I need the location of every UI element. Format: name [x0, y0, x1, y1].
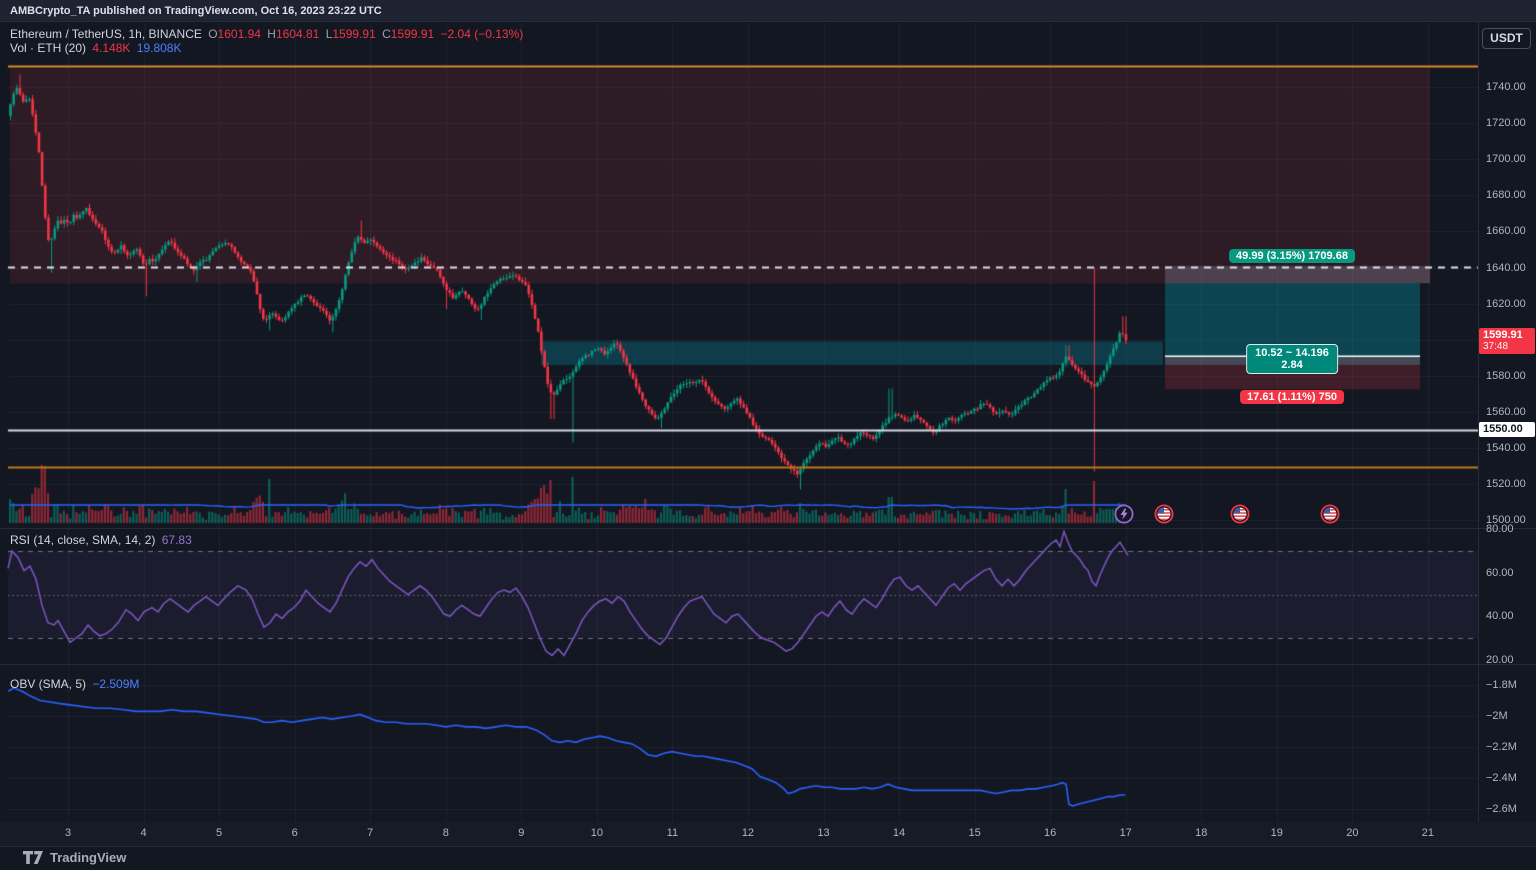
bar-countdown: 37:48: [1483, 341, 1509, 352]
tradingview-logo-text: TradingView: [50, 850, 127, 865]
time-axis-bar[interactable]: [0, 822, 1536, 847]
obv-title: OBV (SMA, 5): [10, 677, 87, 691]
time-axis-label: 5: [216, 827, 223, 839]
time-axis-label: 6: [291, 827, 298, 839]
price-axis-label: 1620.00: [1486, 297, 1526, 310]
obv-axis-label: −2.4M: [1486, 772, 1517, 784]
low-value: 1599.91: [332, 27, 376, 41]
position-target-label[interactable]: 49.99 (3.15%) 1709.68: [1229, 249, 1355, 263]
pane-separator-main-rsi[interactable]: [0, 528, 1536, 529]
volume-ma-value: 19.808K: [136, 41, 182, 55]
high-label: H: [267, 27, 276, 41]
price-axis-label: 1720.00: [1486, 117, 1526, 130]
open-label: O: [208, 27, 218, 41]
obv-axis-label: −2.2M: [1486, 741, 1517, 753]
rsi-axis-label: 20.00: [1486, 653, 1514, 666]
rsi-title: RSI (14, close, SMA, 14, 2): [10, 533, 156, 547]
open-value: 1601.94: [217, 27, 261, 41]
time-axis-label: 7: [367, 827, 374, 839]
us-economic-event-icon[interactable]: [1230, 504, 1250, 524]
symbol-title[interactable]: Ethereum / TetherUS, 1h, BINANCE: [10, 27, 202, 41]
price-axis-label: 1700.00: [1486, 153, 1526, 166]
time-axis-label: 16: [1044, 827, 1057, 839]
tradingview-logo-icon: [23, 851, 43, 864]
price-axis-separator[interactable]: [1478, 22, 1479, 846]
rsi-legend-row[interactable]: RSI (14, close, SMA, 14, 2) 67.83: [10, 533, 195, 547]
price-axis-label: 1560.00: [1486, 405, 1526, 418]
high-value: 1604.81: [275, 27, 320, 41]
position-entry-range: 10.52 ~ 14.196: [1255, 347, 1329, 359]
line-price-tag[interactable]: 1550.00: [1479, 422, 1535, 437]
rsi-axis-label: 60.00: [1486, 566, 1514, 579]
obv-value: −2.509M: [92, 677, 140, 691]
bottom-bar: [0, 847, 1536, 870]
symbol-legend-row[interactable]: Ethereum / TetherUS, 1h, BINANCE O1601.9…: [10, 27, 526, 41]
rsi-value: 67.83: [161, 533, 192, 547]
position-risk-reward: 2.84: [1281, 359, 1303, 371]
close-value: 1599.91: [390, 27, 435, 41]
rsi-axis-label: 40.00: [1486, 610, 1514, 623]
time-axis-label: 10: [590, 827, 603, 839]
position-entry-label[interactable]: 10.52 ~ 14.196 2.84: [1246, 344, 1338, 374]
price-axis-label: 1540.00: [1486, 442, 1526, 454]
rsi-axis-label: 80.00: [1486, 523, 1514, 536]
price-axis-label: 1680.00: [1486, 189, 1526, 202]
crypto-event-lightning-icon[interactable]: [1114, 504, 1134, 524]
volume-title: Vol · ETH (20): [10, 41, 87, 55]
price-axis-label: 1640.00: [1486, 261, 1526, 274]
price-axis-label: 1580.00: [1486, 369, 1526, 382]
time-axis-label: 19: [1270, 827, 1283, 839]
change-value: −2.04 (−0.13%): [440, 27, 524, 41]
time-axis-label: 4: [140, 827, 147, 839]
currency-toggle-button[interactable]: USDT: [1482, 28, 1531, 49]
price-axis-label: 1520.00: [1486, 478, 1526, 491]
publish-text: AMBCrypto_TA published on TradingView.co…: [10, 5, 382, 17]
pane-separator-rsi-obv[interactable]: [0, 664, 1536, 665]
low-label: L: [325, 27, 333, 41]
time-axis-label: 12: [741, 827, 755, 839]
volume-value: 4.148K: [92, 41, 131, 55]
price-axis-label: 1500.00: [1486, 514, 1526, 527]
time-axis-label: 3: [64, 827, 72, 839]
time-axis-label: 14: [892, 827, 906, 839]
price-axis-label: 1740.00: [1486, 81, 1526, 93]
time-axis-label: 18: [1195, 827, 1208, 839]
time-axis-label: 20: [1346, 827, 1359, 839]
time-axis-label: 15: [968, 827, 981, 839]
time-axis-label: 21: [1421, 827, 1435, 839]
obv-axis-label: −2M: [1486, 710, 1508, 722]
volume-legend-row[interactable]: Vol · ETH (20) 4.148K 19.808K: [10, 41, 184, 55]
us-economic-event-icon[interactable]: [1320, 504, 1340, 524]
position-stop-label[interactable]: 17.61 (1.11%) 750: [1240, 390, 1344, 404]
time-axis-label: 8: [442, 827, 449, 839]
tradingview-logo[interactable]: TradingView: [22, 850, 126, 865]
price-axis-label: 1660.00: [1486, 225, 1526, 238]
last-price-value: 1599.91: [1483, 329, 1523, 341]
obv-axis-label: −1.8M: [1486, 679, 1517, 691]
time-axis-label: 17: [1119, 827, 1132, 839]
time-axis-label: 13: [817, 827, 830, 839]
publish-bar: AMBCrypto_TA published on TradingView.co…: [0, 0, 1536, 22]
us-economic-event-icon[interactable]: [1154, 504, 1174, 524]
obv-legend-row[interactable]: OBV (SMA, 5) −2.509M: [10, 677, 142, 691]
time-axis-label: 11: [666, 827, 679, 839]
obv-axis-label: −2.6M: [1486, 803, 1517, 815]
time-axis-label: 9: [518, 827, 525, 839]
close-label: C: [382, 27, 391, 41]
last-price-tag[interactable]: 1599.91 37:48: [1479, 328, 1535, 354]
